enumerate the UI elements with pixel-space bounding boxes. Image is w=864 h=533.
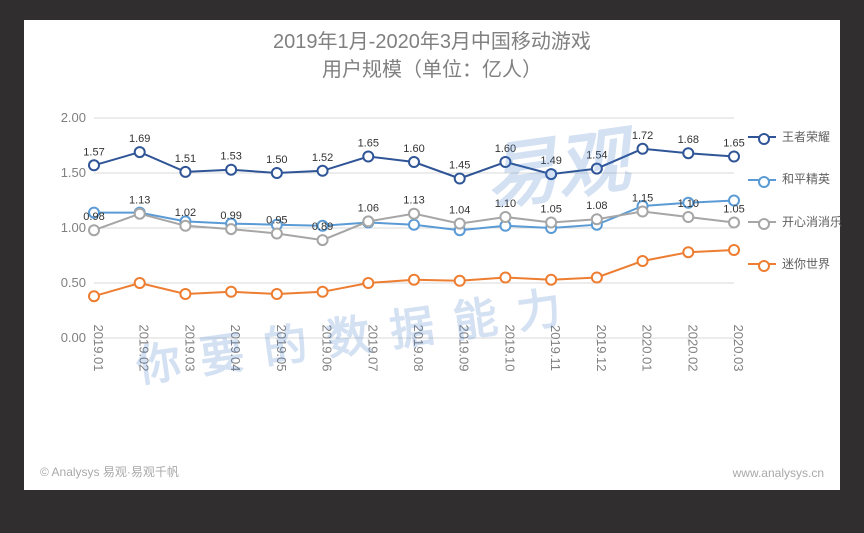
svg-text:1.08: 1.08 [586,200,607,212]
svg-text:1.72: 1.72 [632,130,653,142]
svg-text:2019.03: 2019.03 [182,325,197,372]
svg-text:1.50: 1.50 [61,165,86,180]
svg-text:1.10: 1.10 [495,198,516,210]
svg-text:1.05: 1.05 [723,204,744,216]
legend: 王者荣耀和平精英开心消消乐迷你世界 [748,130,864,300]
svg-text:2019.11: 2019.11 [548,325,563,371]
svg-text:1.68: 1.68 [678,134,699,146]
svg-text:0.89: 0.89 [312,221,333,233]
svg-text:1.49: 1.49 [540,155,561,167]
svg-text:1.02: 1.02 [175,207,196,219]
svg-text:1.04: 1.04 [449,205,470,217]
svg-text:0.00: 0.00 [61,330,86,345]
legend-item: 和平精英 [748,172,864,186]
credit-right: www.analysys.cn [733,466,824,480]
legend-label: 和平精英 [782,172,830,186]
svg-text:0.98: 0.98 [83,211,104,223]
svg-text:1.65: 1.65 [358,138,379,150]
svg-text:2019.07: 2019.07 [365,325,380,372]
svg-text:1.52: 1.52 [312,152,333,164]
svg-text:1.50: 1.50 [266,154,287,166]
svg-text:2020.01: 2020.01 [640,325,655,372]
legend-label: 王者荣耀 [782,130,830,144]
svg-text:2020.02: 2020.02 [685,325,700,372]
svg-text:1.65: 1.65 [723,138,744,150]
svg-text:1.60: 1.60 [495,143,516,155]
svg-text:2.00: 2.00 [61,110,86,125]
legend-label: 迷你世界 [782,257,830,271]
chart-card: 2019年1月-2020年3月中国移动游戏 用户规模（单位：亿人） 0.00 0.… [24,20,840,490]
svg-text:2019.10: 2019.10 [502,325,517,372]
svg-text:0.95: 0.95 [266,215,287,227]
svg-text:2019.04: 2019.04 [228,325,243,372]
svg-text:1.69: 1.69 [129,133,150,145]
line-chart: 0.000.501.001.502.002019.012019.022019.0… [94,108,734,388]
svg-text:1.45: 1.45 [449,160,470,172]
svg-text:2019.12: 2019.12 [594,325,609,372]
svg-text:2019.01: 2019.01 [91,325,106,372]
legend-label: 开心消消乐 [782,215,842,229]
title-line-1: 2019年1月-2020年3月中国移动游戏 [24,28,840,56]
svg-text:2019.09: 2019.09 [457,325,472,372]
svg-text:1.13: 1.13 [129,195,150,207]
svg-text:2019.02: 2019.02 [137,325,152,372]
svg-text:2020.03: 2020.03 [731,325,746,372]
svg-text:1.54: 1.54 [586,150,607,162]
svg-text:1.57: 1.57 [83,146,104,158]
title-line-2: 用户规模（单位：亿人） [24,56,840,84]
svg-text:2019.06: 2019.06 [320,325,335,372]
svg-text:1.10: 1.10 [678,198,699,210]
svg-text:1.53: 1.53 [220,151,241,163]
legend-item: 开心消消乐 [748,215,864,229]
credit-left: © Analysys 易观·易观千帆 [40,463,179,480]
svg-text:2019.08: 2019.08 [411,325,426,372]
svg-text:2019.05: 2019.05 [274,325,289,372]
svg-text:0.99: 0.99 [220,210,241,222]
svg-text:1.15: 1.15 [632,193,653,205]
chart-title: 2019年1月-2020年3月中国移动游戏 用户规模（单位：亿人） [24,20,840,84]
svg-text:1.00: 1.00 [61,220,86,235]
legend-item: 王者荣耀 [748,130,864,144]
legend-item: 迷你世界 [748,257,864,271]
svg-text:1.13: 1.13 [403,195,424,207]
svg-text:1.60: 1.60 [403,143,424,155]
svg-text:0.50: 0.50 [61,275,86,290]
svg-text:1.05: 1.05 [540,204,561,216]
svg-text:1.51: 1.51 [175,153,196,165]
svg-text:1.06: 1.06 [358,202,379,214]
